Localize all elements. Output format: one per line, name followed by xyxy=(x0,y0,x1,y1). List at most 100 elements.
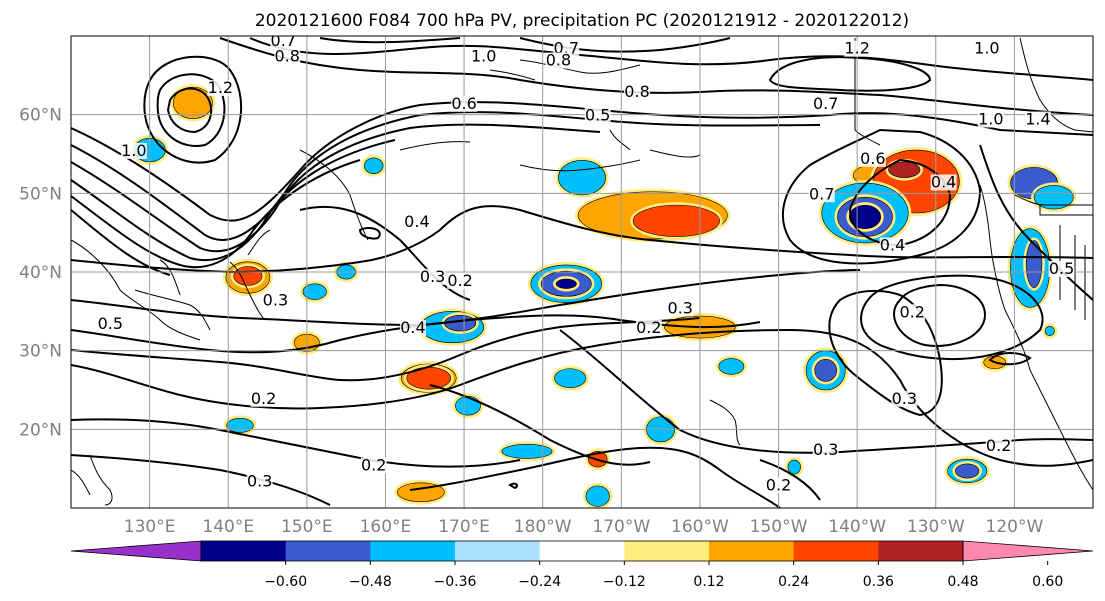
precip-blob-15 xyxy=(1025,240,1043,289)
contour-label-bg xyxy=(207,80,234,97)
contour-label-bg xyxy=(545,52,572,69)
lat-tick-label: 20°N xyxy=(19,420,62,440)
contour-label-bg xyxy=(812,95,839,112)
contour-label-bg xyxy=(1048,261,1075,277)
contour-label: 0.4 xyxy=(931,172,956,191)
contour-label-bg xyxy=(930,174,957,191)
precip-blob-13 xyxy=(1033,185,1074,210)
contour-label: 0.7 xyxy=(813,94,838,113)
contour-label-bg xyxy=(899,304,926,321)
map-frame xyxy=(70,35,1094,509)
contour-label: 0.2 xyxy=(251,389,276,408)
colorbar-segment-3 xyxy=(455,541,541,561)
lon-tick-label: 140°W xyxy=(828,517,886,537)
longitude-ticks: 130°E 140°E 150°E 160°E 170°E 180°W 170°W 160°W… xyxy=(124,517,1044,537)
contour-label-bg xyxy=(844,40,871,57)
precip-blob-8 xyxy=(888,161,921,178)
lon-tick-label: 170°W xyxy=(592,517,650,537)
contour-label-bg xyxy=(812,441,839,458)
contour-label-bg xyxy=(808,186,835,203)
contour-label: 0.7 xyxy=(809,184,834,203)
precip-blob-19 xyxy=(302,283,327,300)
lon-tick-label: 150°W xyxy=(750,517,808,537)
contour-label-bg xyxy=(120,143,147,159)
contour-label: 0.4 xyxy=(400,318,425,337)
colorbar-tick-label: 0.60 xyxy=(1032,574,1063,590)
contour-label-bg xyxy=(451,95,478,112)
contour-label-bg xyxy=(470,48,497,65)
contour-label: 0.3 xyxy=(813,440,838,459)
contour-label: 0.2 xyxy=(636,318,661,337)
contour-label-bg xyxy=(667,300,694,317)
contour-label-bg xyxy=(765,477,792,494)
contour-label-bg xyxy=(891,390,918,407)
contour-label: 1.2 xyxy=(208,78,233,97)
colorbar-segment-4 xyxy=(539,541,625,561)
contour-label: 0.4 xyxy=(404,212,429,231)
lat-tick-label: 50°N xyxy=(19,184,62,204)
contour-label-bg xyxy=(419,268,446,285)
colorbar-outline xyxy=(200,540,964,562)
colorbar-segment-2 xyxy=(370,541,456,561)
colorbar-tick-label: 0.12 xyxy=(693,574,724,590)
colorbar-tick-label: 0.36 xyxy=(863,574,894,590)
coastlines xyxy=(71,37,1093,506)
contour-label: 1.0 xyxy=(121,141,146,160)
contour-label-bg xyxy=(447,272,474,289)
lon-tick-label: 130°E xyxy=(124,517,176,537)
contour-label: 1.0 xyxy=(978,110,1003,129)
contour-label: 0.2 xyxy=(986,436,1011,455)
contour-label-bg xyxy=(624,84,651,100)
precip-blob-30 xyxy=(455,395,481,416)
figure-title: 2020121600 F084 700 hPa PV, precipitatio… xyxy=(255,11,909,31)
contour-labels: 0.70.81.21.01.0 0.70.80.80.60.50.71.2 1.01… xyxy=(97,31,1075,494)
contour-label-bg xyxy=(635,320,662,336)
precip-blob-44 xyxy=(1044,325,1055,337)
contour-label: 0.2 xyxy=(447,271,472,290)
contour-label-bg xyxy=(97,316,124,333)
colorbar-tick-label: 0.48 xyxy=(947,574,978,590)
colorbar-segment-0 xyxy=(201,541,287,561)
contour-label-bg xyxy=(270,36,297,49)
contour-label: 1.4 xyxy=(1025,110,1050,129)
colorbar-segment-5 xyxy=(624,541,710,561)
lon-tick-label: 170°E xyxy=(438,517,490,537)
lon-tick-label: 140°E xyxy=(202,517,254,537)
precip-blob-38 xyxy=(787,459,801,475)
precip-blob-17 xyxy=(233,266,263,286)
contour-label: 0.2 xyxy=(766,475,791,494)
precip-blob-0 xyxy=(172,86,213,119)
precip-blob-33 xyxy=(814,359,838,382)
contour-label-bg xyxy=(274,48,301,65)
colorbar-ticks: −0.60 −0.48 −0.36 −0.24 −0.12 0.12 0.24 0.36 0.4… xyxy=(264,561,1063,590)
contour-label: 0.2 xyxy=(899,302,924,321)
contour-label-bg xyxy=(246,473,273,490)
colorbar-segment-1 xyxy=(285,541,371,561)
contour-label: 0.7 xyxy=(271,31,296,50)
contour-label: 0.3 xyxy=(420,267,445,286)
contour-label: 0.8 xyxy=(624,82,649,101)
precip-blob-3 xyxy=(558,159,606,196)
contour-label-bg xyxy=(977,111,1004,128)
precip-blob-34 xyxy=(226,418,254,433)
colorbar-extend-high xyxy=(962,540,1094,562)
contour-label: 1.2 xyxy=(844,39,869,58)
contour-label-bg xyxy=(403,213,430,230)
lat-tick-label: 30°N xyxy=(19,342,62,362)
contour-label: 0.3 xyxy=(668,298,693,317)
precip-blob-36 xyxy=(501,443,553,459)
colorbar-tick-label: −0.12 xyxy=(603,574,646,590)
contour-label: 0.5 xyxy=(98,314,123,333)
contour-label-bg xyxy=(399,320,426,336)
lat-tick-label: 60°N xyxy=(19,106,62,126)
contour-label-bg xyxy=(1024,111,1051,128)
contour-label: 0.3 xyxy=(247,471,272,490)
map-panel: 0.70.81.21.01.0 0.70.80.80.60.50.71.2 1.01… xyxy=(71,31,1093,508)
contour-label-bg xyxy=(859,150,886,167)
contour-label-bg xyxy=(985,438,1012,454)
contour-label: 0.8 xyxy=(274,47,299,66)
colorbar-tick-label: −0.60 xyxy=(264,574,307,590)
contour-label: 0.3 xyxy=(263,290,288,309)
colorbar xyxy=(70,540,1094,562)
